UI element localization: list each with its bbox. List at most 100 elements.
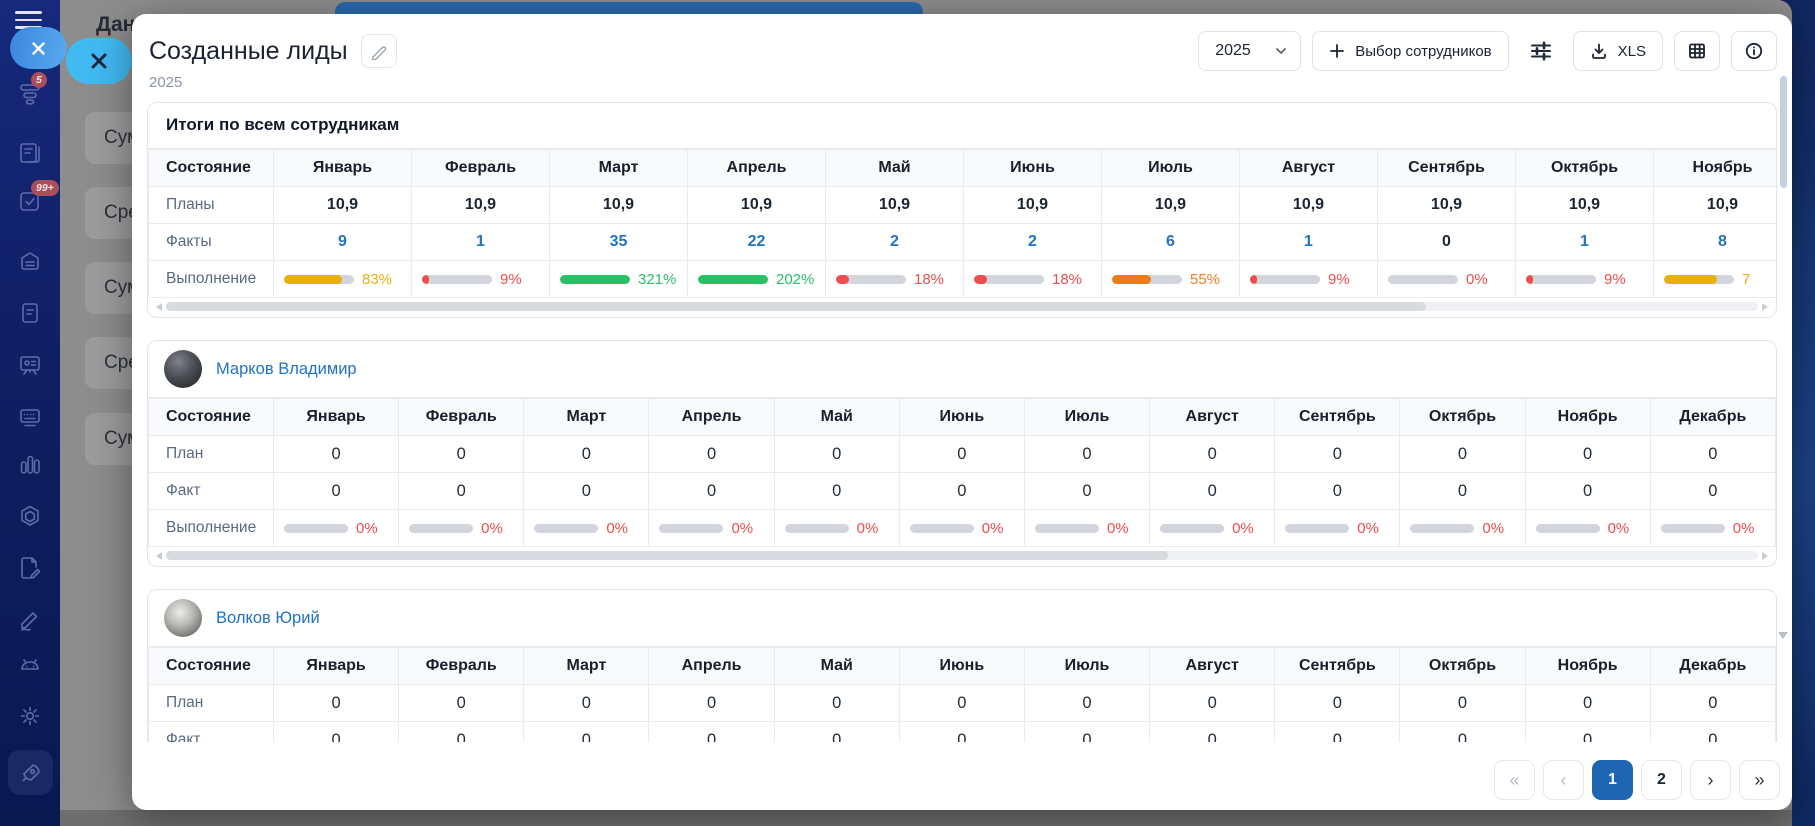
plan-value: 10,9 [1515, 186, 1654, 224]
month-header: Июль [1023, 398, 1151, 436]
modal-close-button[interactable] [66, 38, 132, 84]
robot-icon [21, 659, 39, 670]
employee-name-link[interactable]: Волков Юрий [216, 608, 320, 627]
presentation-board-icon [20, 356, 40, 375]
completion-cell: 55% [1101, 260, 1240, 298]
progress-bar: 0% [775, 520, 899, 537]
fact-link[interactable]: 6 [1166, 233, 1175, 250]
sidebar-item-settings[interactable] [0, 703, 60, 729]
month-header: Декабрь [1649, 647, 1776, 685]
bar-chart-icon [20, 455, 40, 474]
scroll-left-arrow[interactable] [156, 303, 162, 311]
scroll-left-arrow[interactable] [156, 552, 162, 560]
sidebar-item-terminal[interactable] [0, 404, 60, 430]
completion-cell: 7 [1653, 260, 1776, 298]
sidebar-item-storage[interactable] [0, 248, 60, 274]
xls-download-button[interactable]: XLS [1572, 31, 1663, 71]
scrollbar-thumb[interactable] [166, 302, 1427, 311]
employee-table: Состояние Январь Февраль Март Апрель Май Июнь И… [148, 398, 1776, 547]
month-header: Июль [1101, 149, 1240, 187]
sidebar-item-ai-bot[interactable] [0, 652, 60, 678]
fact-link[interactable]: 8 [1718, 233, 1727, 250]
fact-link[interactable]: 2 [890, 233, 899, 250]
row-label: Факт [148, 472, 274, 510]
crm-badge: 5 [31, 72, 47, 88]
cell-value: 0 [523, 472, 650, 510]
scroll-right-arrow[interactable] [1762, 303, 1768, 311]
filter-settings-button[interactable] [1523, 31, 1559, 71]
cell-value: 0 [898, 435, 1025, 473]
fact-link[interactable]: 2 [1028, 233, 1037, 250]
completion-cell: 0% [272, 509, 400, 547]
year-select-value: 2025 [1215, 42, 1251, 59]
info-icon [1745, 42, 1763, 60]
sidebar-item-doc-edit[interactable] [0, 555, 60, 581]
sidebar-item-documents[interactable] [0, 300, 60, 326]
progress-bar: 0% [274, 520, 398, 537]
plan-value: 10,9 [1653, 186, 1776, 224]
pagination-last-button[interactable]: » [1739, 760, 1780, 800]
avatar[interactable] [164, 350, 202, 388]
completion-cell: 0% [648, 509, 775, 547]
row-label: Планы [148, 186, 274, 224]
completion-cell: 0% [523, 509, 650, 547]
completion-cell: 0% [1377, 260, 1516, 298]
sidebar-item-reports[interactable] [0, 452, 60, 478]
fact-link[interactable]: 1 [1304, 233, 1313, 250]
pagination-page-2[interactable]: 2 [1641, 760, 1682, 800]
vertical-scrollbar-thumb[interactable] [1780, 76, 1787, 188]
fact-value: 0 [1442, 233, 1451, 250]
employee-cards: Марков Владимир Состояние Январь Февраль Ма… [147, 340, 1777, 742]
employee-card: Волков Юрий Состояние Январь Февраль Март Ап… [147, 589, 1777, 742]
month-header: Апрель [648, 647, 775, 685]
avatar[interactable] [164, 599, 202, 637]
cell-value: 0 [1274, 721, 1401, 742]
row-label: Факты [148, 223, 274, 261]
xls-label: XLS [1617, 42, 1646, 60]
month-header: Март [523, 647, 650, 685]
pagination-prev-button[interactable]: ‹ [1543, 760, 1584, 800]
sidebar-item-presentation[interactable] [0, 352, 60, 378]
horizontal-scrollbar [154, 549, 1770, 563]
info-button[interactable] [1731, 31, 1777, 71]
cell-value: 0 [1524, 684, 1651, 722]
edit-title-button[interactable] [360, 34, 397, 68]
fact-link[interactable]: 9 [338, 233, 347, 250]
sidebar-item-sign[interactable] [0, 607, 60, 633]
chevron-down-icon [1276, 48, 1287, 54]
sidebar-item-automation[interactable] [0, 503, 60, 529]
completion-cell: 0% [1149, 509, 1276, 547]
fact-link[interactable]: 35 [609, 233, 628, 250]
completion-cell: 18% [825, 260, 964, 298]
plan-value: 10,9 [1101, 186, 1240, 224]
pagination-page-1[interactable]: 1 [1592, 760, 1633, 800]
cell-value: 0 [773, 472, 900, 510]
pagination-first-button[interactable]: « [1494, 760, 1535, 800]
fact-link[interactable]: 1 [476, 233, 485, 250]
select-employees-button[interactable]: Выбор сотрудников [1312, 31, 1509, 71]
pagination-next-button[interactable]: › [1690, 760, 1731, 800]
year-select[interactable]: 2025 [1198, 31, 1302, 71]
fact-link[interactable]: 1 [1580, 233, 1589, 250]
completion-cell: 0% [1274, 509, 1401, 547]
state-column-header: Состояние [148, 149, 274, 187]
employee-name-link[interactable]: Марков Владимир [216, 359, 357, 378]
row-label: План [148, 684, 274, 722]
table-header-row: Состояние Январь Февраль Март Апрель Май Июнь И… [148, 149, 1776, 187]
page-title: Созданные лиды [149, 36, 348, 65]
table-view-button[interactable] [1674, 31, 1720, 71]
cell-value: 0 [898, 472, 1025, 510]
sidebar-item-tasks[interactable]: 99+ [0, 180, 60, 214]
scrollbar-thumb[interactable] [166, 551, 1168, 560]
sidebar-close-button[interactable] [10, 27, 67, 69]
plan-value: 10,9 [273, 186, 412, 224]
pencil-icon [371, 45, 387, 60]
cell-value: 0 [648, 684, 775, 722]
sidebar-item-crm[interactable]: 5 [0, 72, 60, 106]
scroll-down-arrow[interactable] [1778, 632, 1788, 639]
sidebar-item-rocket[interactable] [8, 750, 53, 795]
scroll-right-arrow[interactable] [1762, 552, 1768, 560]
fact-link[interactable]: 22 [747, 233, 766, 250]
sidebar-item-feed[interactable] [0, 140, 60, 166]
plan-value: 10,9 [549, 186, 688, 224]
